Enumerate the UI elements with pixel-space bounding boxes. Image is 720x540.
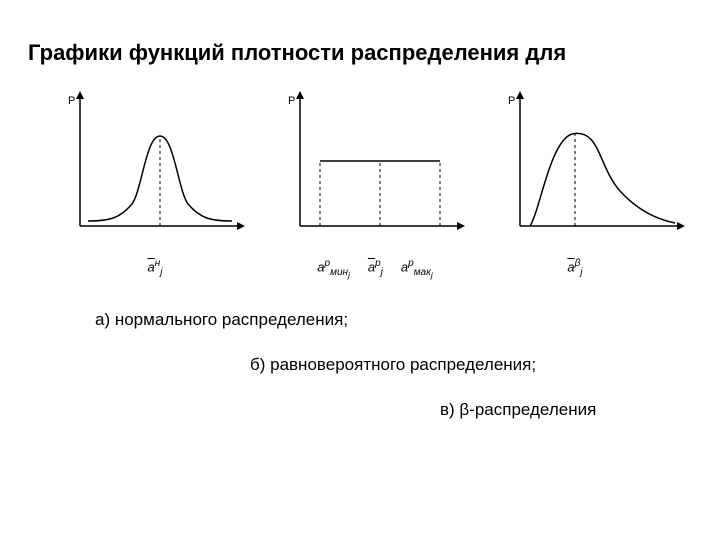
chart-normal: P aнj <box>60 86 250 278</box>
xlabel-normal: aнj <box>148 258 163 278</box>
xlabels-uniform: aрминj aрj aрмакj <box>280 258 470 280</box>
page-title: Графики функций плотности распределения … <box>28 40 700 66</box>
xlabel-uniform-max: aрмакj <box>401 258 433 280</box>
charts-row: P aнj P aрминj aрj aрмакj P aβj <box>50 86 700 280</box>
xlabels-beta: aβj <box>460 258 690 278</box>
caption-c: в) β-распределения <box>440 400 700 420</box>
svg-normal: P <box>60 86 250 256</box>
xlabel-uniform-min: aрминj <box>317 258 350 280</box>
caption-a: а) нормального распределения; <box>95 310 700 330</box>
chart-uniform: P aрминj aрj aрмакj <box>280 86 470 280</box>
svg-text:P: P <box>68 95 75 107</box>
svg-text:P: P <box>288 95 295 107</box>
svg-beta: P <box>500 86 690 256</box>
captions: а) нормального распределения; б) равнове… <box>20 310 700 420</box>
xlabels-normal: aнj <box>60 258 250 278</box>
caption-b: б) равновероятного распределения; <box>250 355 700 375</box>
xlabel-beta: aβj <box>567 258 582 278</box>
svg-uniform: P <box>280 86 470 256</box>
chart-beta: P aβj <box>500 86 690 278</box>
svg-text:P: P <box>508 95 515 107</box>
xlabel-uniform-mean: aрj <box>368 258 383 280</box>
